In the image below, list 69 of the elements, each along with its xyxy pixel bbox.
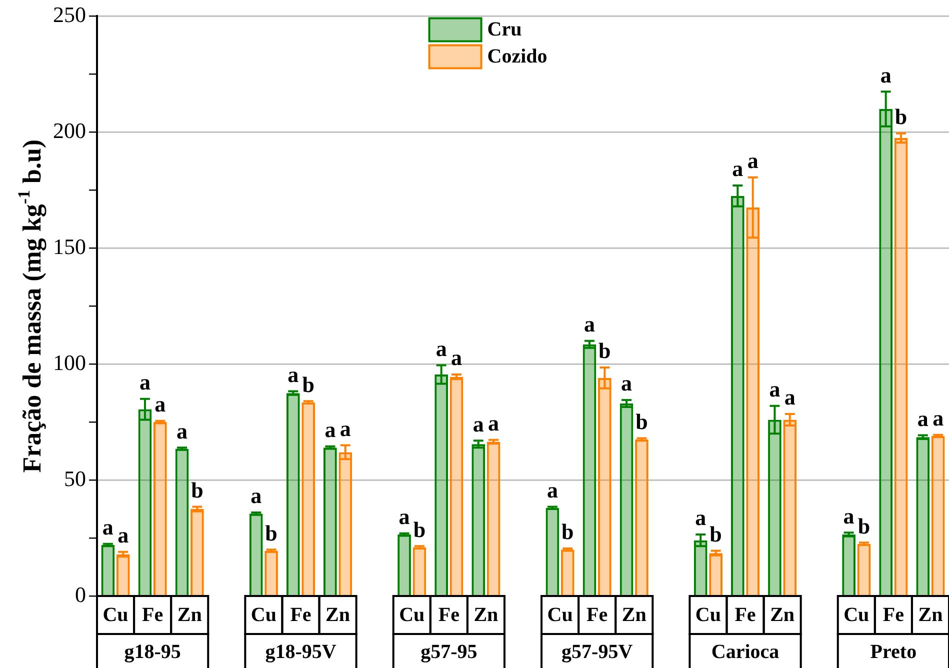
data-label: a bbox=[340, 416, 351, 441]
y-tick-label: 50 bbox=[64, 466, 86, 491]
x-tick-label: Cu bbox=[547, 604, 573, 626]
data-label: a bbox=[139, 370, 150, 395]
data-label: a bbox=[102, 514, 114, 540]
data-label: a bbox=[695, 505, 706, 530]
x-tick-label: Cu bbox=[250, 604, 276, 626]
text: Preto bbox=[870, 641, 917, 664]
x-tick-label: Cu bbox=[102, 604, 128, 626]
data-label: a bbox=[769, 376, 780, 402]
data-label: a bbox=[288, 362, 299, 387]
x-tick-label: Zn bbox=[177, 604, 202, 626]
x-tick-label: Fe bbox=[142, 604, 164, 626]
data-label: a bbox=[917, 406, 928, 431]
text: Carioca bbox=[711, 641, 780, 664]
data-label: a bbox=[732, 156, 744, 182]
data-label: b bbox=[413, 516, 426, 542]
x-tick-label: Cu bbox=[399, 604, 425, 626]
x-tick-label: Zn bbox=[918, 604, 943, 626]
data-label: b bbox=[191, 477, 204, 502]
legend-label: Cru bbox=[487, 18, 522, 40]
data-label: a bbox=[436, 336, 447, 361]
y-tick-label: 150 bbox=[53, 234, 86, 259]
data-label: a bbox=[176, 418, 188, 444]
data-label: b bbox=[710, 521, 722, 546]
legend-label: Cozido bbox=[487, 45, 548, 68]
x-tick-label: Fe bbox=[290, 604, 312, 626]
data-label: b bbox=[562, 519, 574, 544]
text: g18-95 bbox=[124, 641, 181, 664]
data-label: a bbox=[584, 312, 595, 337]
data-label: a bbox=[472, 411, 484, 436]
x-tick-label: Zn bbox=[770, 604, 795, 626]
data-label: a bbox=[546, 477, 558, 502]
y-axis-title: Fração de massa (mg kg-1 b.u) bbox=[14, 139, 47, 473]
data-label: b bbox=[265, 520, 278, 546]
data-label: a bbox=[784, 384, 796, 410]
x-tick-label: Fe bbox=[586, 604, 608, 626]
x-tick-label: Zn bbox=[474, 604, 498, 626]
x-tick-label: Fe bbox=[438, 604, 460, 626]
data-label: b bbox=[858, 513, 870, 538]
data-label: a bbox=[880, 62, 892, 88]
data-label: a bbox=[398, 504, 410, 530]
data-label: a bbox=[250, 483, 262, 508]
y-tick-label: 100 bbox=[53, 350, 86, 375]
data-label: a bbox=[843, 503, 854, 528]
x-tick-label: Cu bbox=[695, 604, 722, 626]
data-label: a bbox=[451, 345, 462, 370]
x-tick-label: Zn bbox=[622, 604, 646, 626]
text: g18-95V bbox=[265, 641, 337, 664]
data-label: a bbox=[118, 522, 129, 548]
data-label: b bbox=[598, 338, 611, 364]
data-label: a bbox=[154, 392, 166, 417]
data-label: a bbox=[747, 148, 758, 174]
data-label: b bbox=[636, 408, 648, 434]
x-tick-label: Cu bbox=[844, 604, 870, 626]
data-label: a bbox=[932, 406, 944, 431]
data-label: a bbox=[488, 410, 500, 436]
y-tick-label: 0 bbox=[75, 582, 86, 607]
data-label: b bbox=[302, 372, 314, 397]
data-label: a bbox=[621, 370, 632, 396]
y-tick-label: 250 bbox=[53, 2, 86, 27]
text: g57-95 bbox=[420, 641, 478, 664]
y-tick-label: 200 bbox=[53, 118, 86, 143]
x-tick-label: Zn bbox=[326, 604, 350, 626]
data-label: b bbox=[894, 104, 908, 130]
data-label: a bbox=[324, 417, 336, 442]
x-tick-label: Fe bbox=[734, 604, 756, 626]
text: g57-95V bbox=[562, 641, 634, 664]
x-tick-label: Fe bbox=[882, 604, 904, 626]
